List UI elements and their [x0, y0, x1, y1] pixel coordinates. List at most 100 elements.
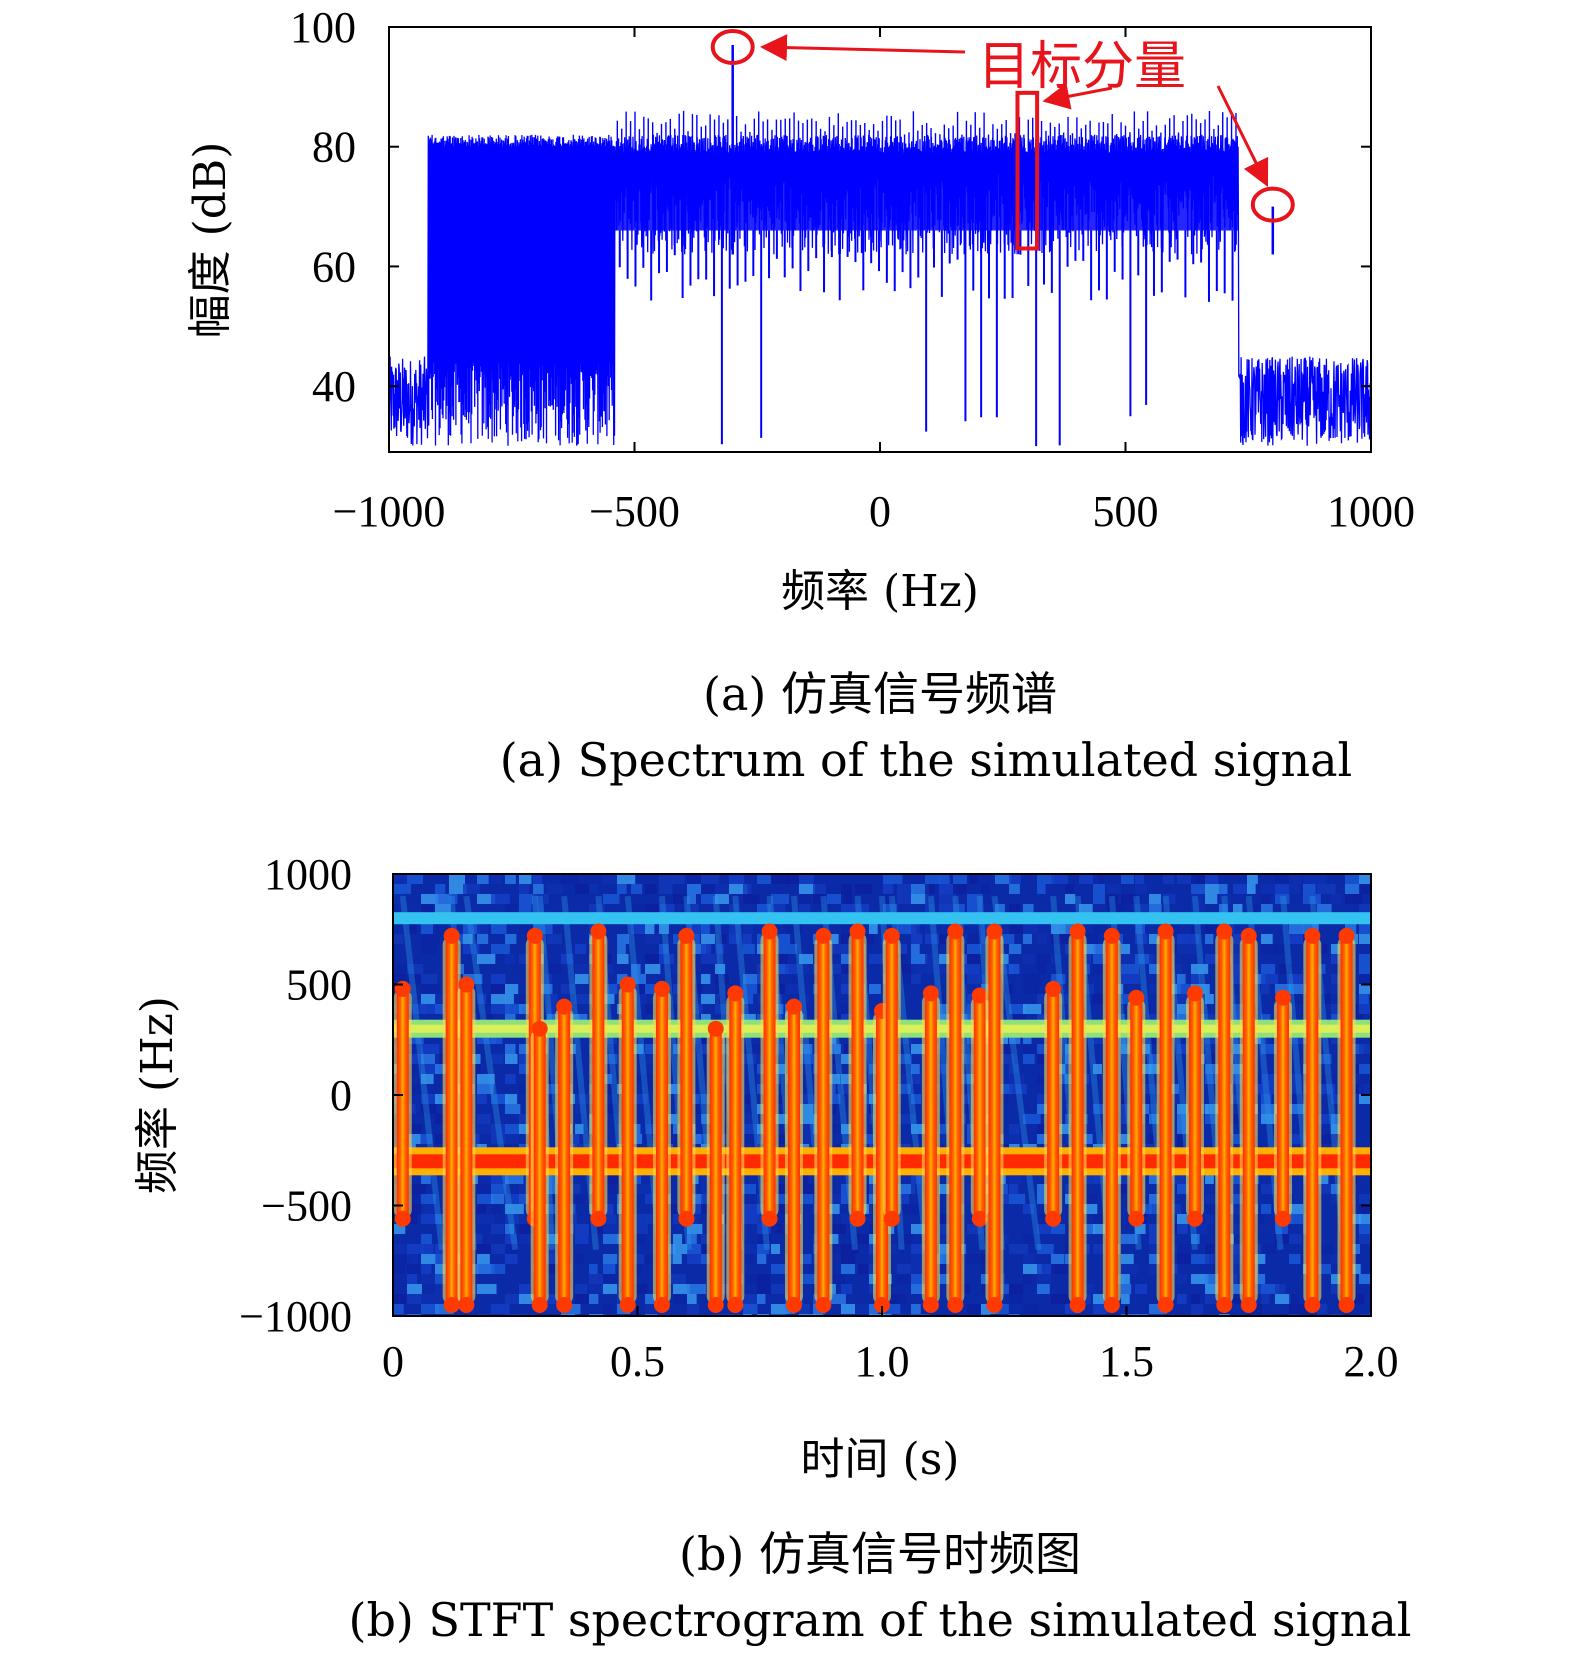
hop-stroke-tip-top — [443, 927, 460, 944]
spectrogram-noise-cell — [1331, 1284, 1342, 1294]
spectrogram-noise-cell — [1093, 1244, 1105, 1254]
spectrogram-noise-cell — [1261, 1294, 1270, 1304]
spectrogram-noise-cell — [477, 1114, 491, 1124]
spectrogram-noise-cell — [393, 1264, 406, 1274]
spectrogram-noise-cell — [729, 934, 740, 944]
spectrogram-noise-cell — [841, 1184, 854, 1194]
spectrogram-noise-cell — [827, 964, 846, 974]
spectrogram-noise-cell — [1275, 984, 1291, 994]
spectrogram-noise-cell — [757, 874, 772, 884]
spectrogram-noise-cell — [799, 1054, 819, 1064]
spectrogram-noise-cell — [1149, 1304, 1167, 1314]
spectrogram-noise-cell — [575, 1254, 585, 1264]
spectrogram-noise-cell — [589, 904, 605, 914]
spectrogram-noise-cell — [645, 1134, 655, 1144]
spectrogram-noise-cell — [505, 1134, 520, 1144]
spectrogram-noise-cell — [1177, 1114, 1193, 1124]
spectrogram-noise-cell — [435, 894, 452, 904]
spectrogram-noise-cell — [589, 884, 598, 894]
spectrogram-noise-cell — [505, 1094, 518, 1104]
spectrogram-noise-cell — [1093, 1294, 1105, 1304]
spectrogram-noise-cell — [995, 904, 1005, 914]
spectrogram-noise-cell — [1331, 1034, 1342, 1044]
spectrogram-noise-cell — [1359, 974, 1371, 984]
spectrogram-noise-cell — [491, 1184, 507, 1194]
spectrogram-noise-cell — [897, 944, 907, 954]
spectrogram-noise-cell — [925, 894, 935, 904]
spectrogram-noise-cell — [1009, 1034, 1021, 1044]
spectrogram-noise-cell — [1205, 934, 1214, 944]
spectrogram-noise-cell — [1289, 1234, 1302, 1244]
spectrogram-y-axis-label: 频率 (Hz) — [132, 996, 183, 1194]
spectrogram-noise-cell — [799, 1124, 817, 1134]
spectrogram-noise-cell — [743, 1134, 755, 1144]
spectrogram-noise-cell — [1177, 1184, 1194, 1194]
spectrogram-noise-cell — [897, 924, 917, 934]
spectrogram-noise-cell — [827, 944, 847, 954]
spectrogram-noise-cell — [575, 1284, 588, 1294]
spectrogram-noise-cell — [883, 904, 898, 914]
spectrogram-noise-cell — [757, 1284, 772, 1294]
hop-stroke-tip-bottom — [443, 1296, 460, 1313]
spectrogram-noise-cell — [1135, 884, 1147, 894]
hop-stroke-tip-top — [1157, 923, 1174, 940]
spectrogram-noise-cell — [1289, 974, 1303, 984]
spectrogram-noise-cell — [421, 924, 433, 934]
hop-stroke — [787, 1006, 800, 1305]
spectrogram-noise-cell — [449, 894, 458, 904]
spectrogram-noise-cell — [1233, 974, 1247, 984]
spectrogram-noise-cell — [1037, 1274, 1052, 1284]
spectrogram-noise-cell — [645, 884, 657, 894]
hop-stroke-tip-bottom — [922, 1296, 939, 1313]
spectrogram-noise-cell — [1009, 1174, 1022, 1184]
spectrum-y-tick-label: 60 — [312, 242, 356, 291]
hop-stroke-tip-bottom — [458, 1296, 475, 1313]
spectrogram-noise-cell — [757, 1254, 767, 1264]
spectrogram-noise-cell — [1135, 1284, 1148, 1294]
spectrogram-noise-cell — [407, 1254, 418, 1264]
spectrogram-noise-cell — [519, 1224, 539, 1234]
spectrogram-noise-cell — [1065, 884, 1074, 894]
spectrogram-noise-cell — [1009, 924, 1023, 934]
spectrogram-noise-cell — [519, 1064, 531, 1074]
spectrogram-noise-cell — [911, 1264, 924, 1274]
spectrogram-noise-cell — [841, 1284, 853, 1294]
spectrogram-noise-cell — [421, 1194, 436, 1204]
spectrogram-noise-cell — [1317, 1134, 1336, 1144]
spectrogram-noise-cell — [421, 1264, 432, 1274]
spectrogram-noise-cell — [603, 1034, 621, 1044]
spectrogram-noise-cell — [1135, 924, 1146, 934]
spectrogram-noise-cell — [407, 1284, 422, 1294]
spectrogram-noise-cell — [855, 884, 872, 894]
spectrogram-noise-cell — [1149, 1254, 1162, 1264]
spectrogram-noise-cell — [1205, 1114, 1218, 1124]
hop-stroke — [763, 931, 776, 1219]
spectrogram-noise-cell — [1205, 884, 1219, 894]
spectrogram-noise-cell — [491, 1194, 505, 1204]
spectrogram-noise-cell — [603, 1174, 619, 1184]
spectrogram-noise-cell — [1121, 954, 1138, 964]
spectrogram-noise-cell — [855, 1234, 874, 1244]
spectrogram-noise-cell — [519, 1004, 532, 1014]
spectrogram-noise-cell — [729, 904, 739, 914]
spectrogram-noise-cell — [1289, 1104, 1305, 1114]
spectrum-x-tick-label: 500 — [1093, 487, 1159, 536]
spectrogram-noise-cell — [393, 974, 406, 984]
spectrogram-x-tick-label: 1.5 — [1099, 1337, 1154, 1386]
spectrogram-noise-cell — [1359, 954, 1371, 964]
spectrogram-noise-cell — [1205, 894, 1218, 904]
hop-stroke — [592, 931, 605, 1219]
spectrogram-noise-cell — [491, 874, 502, 884]
spectrogram-noise-cell — [687, 1294, 697, 1304]
hop-stroke — [885, 935, 898, 1219]
spectrogram-noise-cell — [1205, 874, 1219, 884]
spectrogram-noise-cell — [785, 964, 798, 974]
spectrogram-noise-cell — [1023, 934, 1033, 944]
spectrogram-noise-cell — [967, 1254, 982, 1264]
spectrogram-noise-cell — [1261, 934, 1273, 944]
spectrogram-noise-cell — [1317, 984, 1327, 994]
spectrogram-noise-cell — [1191, 904, 1205, 914]
spectrogram-noise-cell — [883, 874, 903, 884]
spectrogram-noise-cell — [1219, 884, 1228, 894]
spectrogram-noise-cell — [925, 924, 934, 934]
